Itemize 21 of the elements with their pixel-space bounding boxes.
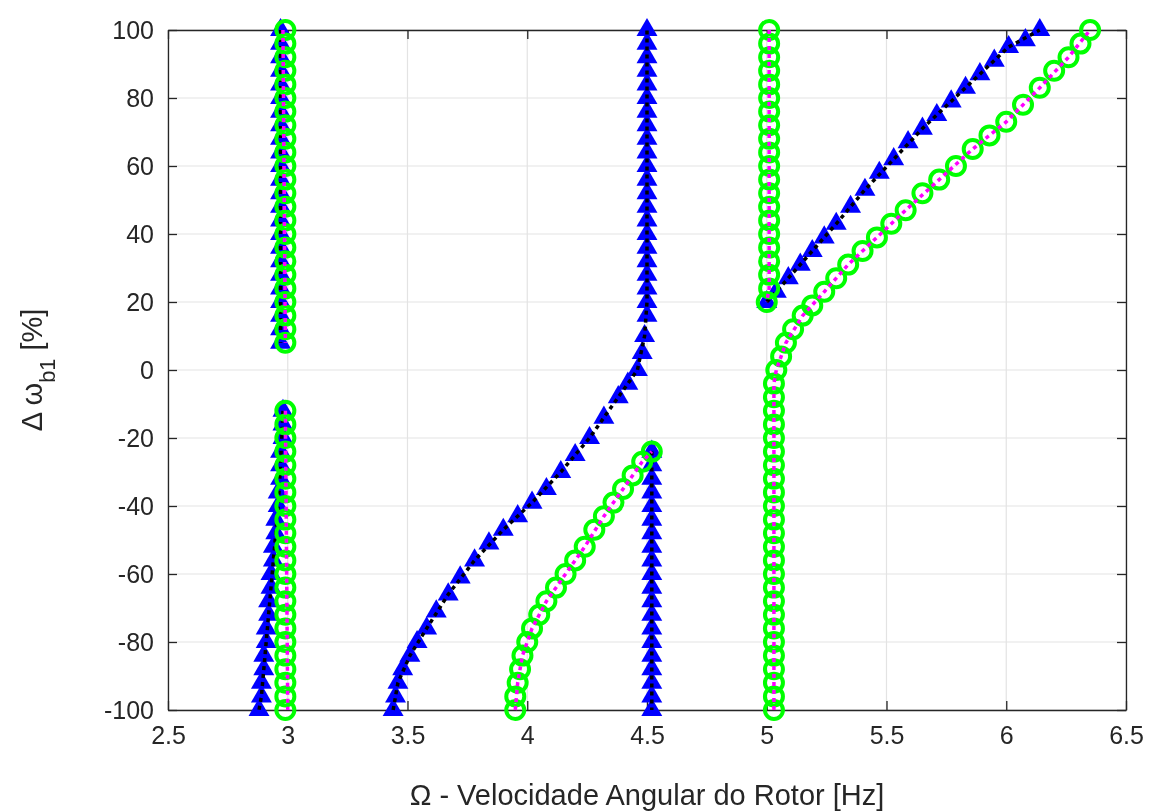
y-tick-label: -60: [117, 559, 154, 588]
y-tick-label: 80: [126, 83, 154, 112]
x-tick-label: 4.5: [630, 720, 665, 749]
x-axis-title: Ω - Velocidade Angular do Rotor [Hz]: [409, 779, 885, 811]
x-tick-label: 6: [999, 720, 1014, 749]
y-tick-label: 20: [126, 287, 154, 316]
x-tick-label: 4: [520, 720, 535, 749]
x-tick-label: 2.5: [151, 720, 186, 749]
y-tick-label: 40: [126, 219, 154, 248]
x-tick-label: 6.5: [1109, 720, 1144, 749]
y-tick-label: -100: [103, 695, 154, 724]
y-tick-label: -40: [117, 491, 154, 520]
y-tick-label: -80: [117, 627, 154, 656]
y-tick-label: 100: [112, 15, 154, 44]
x-tick-label: 5: [760, 720, 775, 749]
y-tick-label: 0: [140, 355, 154, 384]
y-tick-label: -20: [117, 423, 154, 452]
x-tick-label: 5.5: [869, 720, 905, 749]
y-tick-label: 60: [126, 151, 154, 180]
x-tick-label: 3: [281, 720, 296, 749]
x-tick-label: 3.5: [390, 720, 426, 749]
